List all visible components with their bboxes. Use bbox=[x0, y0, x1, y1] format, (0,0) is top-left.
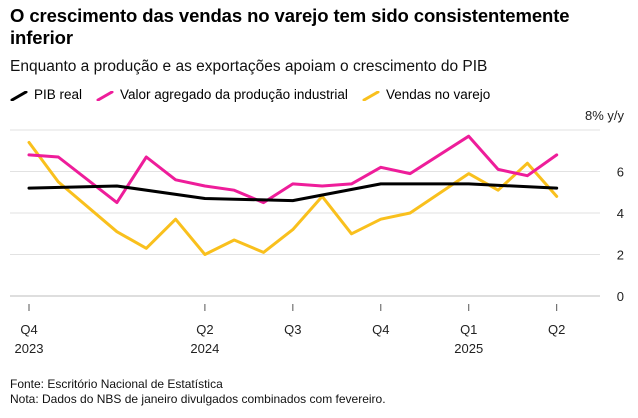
x-tick-label-0: Q4 bbox=[20, 322, 37, 337]
legend-item-pib: PIB real bbox=[10, 87, 82, 102]
chart-subtitle: Enquanto a produção e as exportações apo… bbox=[10, 58, 488, 75]
y-axis-ticks: 0 2 4 6 8% y/y bbox=[585, 108, 625, 304]
legend-label-varejo: Vendas no varejo bbox=[385, 86, 491, 102]
gridlines bbox=[10, 129, 600, 297]
x-tick-label-4: Q1 bbox=[460, 322, 477, 337]
data-note: Nota: Dados do NBS de janeiro divulgados… bbox=[10, 392, 386, 406]
legend-label-industrial: Valor agregado da produção industrial bbox=[120, 86, 348, 102]
series-line-1 bbox=[27, 134, 559, 205]
x-axis-ticks: Q4 2023 Q2 2024 Q3 Q4 Q1 2025 Q2 bbox=[15, 304, 565, 356]
y-tick-label-6: 6 bbox=[617, 165, 624, 180]
y-tick-label-4: 4 bbox=[617, 206, 624, 221]
legend-item-varejo: Vendas no varejo bbox=[362, 87, 490, 102]
legend: PIB real Valor agregado da produção indu… bbox=[10, 84, 504, 104]
footer: Fonte: Escritório Nacional de Estatístic… bbox=[10, 377, 386, 407]
y-tick-label-2: 2 bbox=[617, 248, 624, 263]
legend-item-industrial: Valor agregado da produção industrial bbox=[96, 87, 348, 102]
legend-swatch-varejo bbox=[362, 89, 380, 102]
legend-swatch-pib bbox=[10, 89, 28, 102]
x-tick-year-1: 2024 bbox=[190, 341, 219, 356]
series-line-2 bbox=[27, 140, 559, 256]
source-note: Fonte: Escritório Nacional de Estatístic… bbox=[10, 377, 223, 391]
x-tick-label-2: Q3 bbox=[284, 322, 301, 337]
series-lines bbox=[27, 134, 559, 256]
y-tick-label-8: 8% y/y bbox=[585, 108, 625, 123]
x-tick-year-4: 2025 bbox=[454, 341, 483, 356]
y-tick-label-0: 0 bbox=[617, 289, 624, 304]
chart-title: O crescimento das vendas no varejo tem s… bbox=[10, 5, 570, 48]
x-tick-label-3: Q4 bbox=[372, 322, 389, 337]
x-tick-label-5: Q2 bbox=[548, 322, 565, 337]
x-tick-year-0: 2023 bbox=[15, 341, 44, 356]
legend-label-pib: PIB real bbox=[34, 86, 83, 102]
legend-swatch-industrial bbox=[96, 89, 114, 102]
x-tick-label-1: Q2 bbox=[196, 322, 213, 337]
series-line-0 bbox=[27, 182, 559, 203]
